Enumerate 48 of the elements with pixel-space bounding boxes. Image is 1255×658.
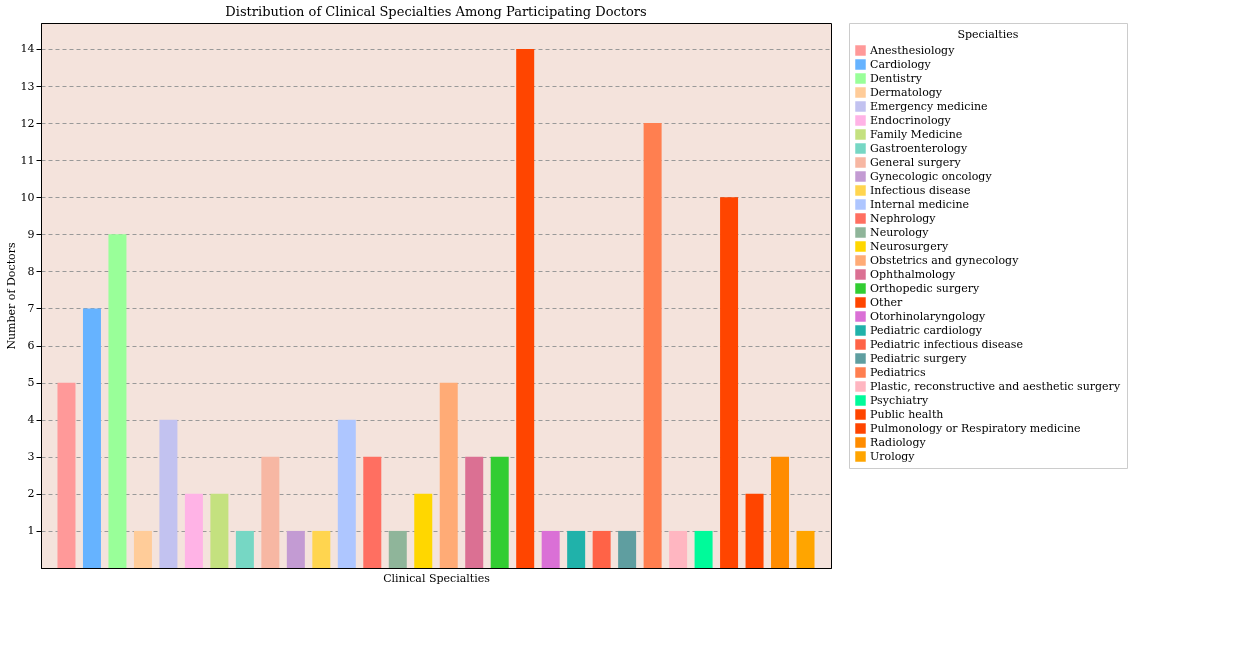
legend-label: Emergency medicine (870, 99, 988, 113)
y-tick-label: 7 (27, 301, 35, 315)
legend-label: Pediatrics (870, 365, 926, 379)
legend-label: Plastic, reconstructive and aesthetic surgery (870, 379, 1121, 393)
y-tick-label: 14 (20, 42, 35, 56)
y-tick-label: 6 (27, 339, 35, 353)
legend-label: Urology (870, 449, 916, 463)
legend-label: Obstetrics and gynecology (870, 253, 1020, 267)
legend-label: Gynecologic oncology (870, 169, 993, 183)
legend-label: Pediatric surgery (870, 351, 968, 365)
y-tick-label: 10 (20, 190, 35, 204)
legend-label: Psychiatry (870, 393, 929, 407)
y-tick-label: 8 (27, 264, 35, 278)
legend-label: Public health (870, 407, 944, 421)
legend-label: Neurosurgery (870, 239, 949, 253)
y-tick-label: 9 (27, 227, 35, 241)
x-axis-title: Clinical Specialties (383, 571, 491, 585)
legend-label: Orthopedic surgery (870, 281, 980, 295)
legend-label: Endocrinology (870, 113, 952, 127)
legend-label: Cardiology (870, 57, 932, 71)
legend-label: Internal medicine (870, 197, 970, 211)
legend-label: Dermatology (870, 85, 943, 99)
legend-label: Infectious disease (870, 183, 971, 197)
legend-label: Pediatric infectious disease (870, 337, 1023, 351)
y-axis-title: Number of Doctors (4, 242, 18, 350)
y-tick-label: 3 (27, 450, 35, 464)
y-tick-label: 11 (20, 153, 35, 167)
legend-label: Ophthalmology (870, 267, 956, 281)
y-tick-label: 5 (27, 376, 35, 390)
legend-label: Dentistry (870, 71, 923, 85)
y-tick-label: 4 (27, 413, 35, 427)
legend-label: Neurology (870, 225, 930, 239)
legend-label: Family Medicine (870, 127, 963, 141)
legend-title: Specialties (957, 28, 1019, 41)
legend-label: Pulmonology or Respiratory medicine (870, 421, 1081, 435)
y-tick-label: 12 (20, 116, 35, 130)
y-tick-label: 1 (27, 524, 35, 538)
legend-label: Radiology (870, 435, 927, 449)
legend-label: Anesthesiology (869, 43, 956, 57)
legend-label: Gastroenterology (870, 141, 968, 155)
legend-label: Other (870, 295, 904, 309)
legend-label: Pediatric cardiology (870, 323, 983, 337)
y-tick-label: 2 (27, 487, 35, 501)
legend-label: Otorhinolaryngology (870, 309, 987, 323)
y-tick-label: 13 (20, 79, 35, 93)
legend-label: Nephrology (870, 211, 937, 225)
legend-label: General surgery (870, 155, 962, 169)
chart-title: Distribution of Clinical Specialties Among Participating Doctors (225, 3, 647, 19)
